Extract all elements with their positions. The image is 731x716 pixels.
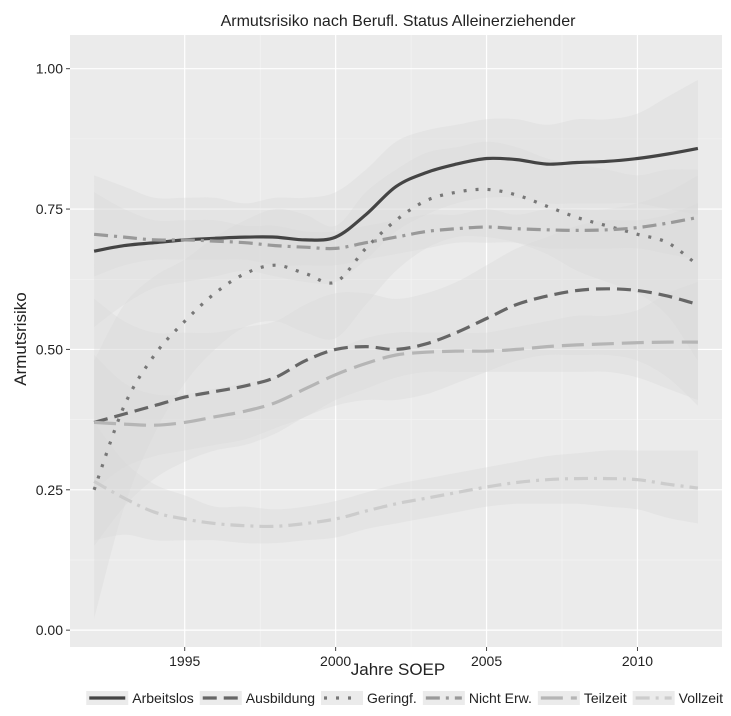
legend-key-geringf <box>321 691 364 705</box>
series-lines <box>92 146 699 529</box>
legend-label-nicht-erw: Nicht Erw. <box>469 690 532 706</box>
y-tick-label: 0.50 <box>36 341 63 357</box>
x-axis-title: Jahre SOEP <box>351 660 446 679</box>
ci-band-geringf <box>94 141 698 619</box>
legend-label-teilzeit: Teilzeit <box>584 690 627 706</box>
plot-panel <box>70 35 722 647</box>
y-tick-label: 0.75 <box>36 201 63 217</box>
x-axis-tick-labels: 1995 2000 2005 2010 <box>169 647 653 669</box>
legend-label-geringf: Geringf. <box>367 690 417 706</box>
legend-label-vollzeit: Vollzeit <box>679 690 723 706</box>
y-axis-tick-labels: 0.00 0.25 0.50 0.75 1.00 <box>36 61 70 638</box>
confidence-bands <box>94 79 698 619</box>
ci-band-nicht-erw <box>94 175 698 277</box>
legend-key-nicht-erw <box>422 691 465 705</box>
series-line-ausbildung <box>93 287 699 424</box>
series-line-vollzeit <box>93 476 699 529</box>
x-tick-label: 1995 <box>169 653 200 669</box>
legend-key-ausbildung <box>199 691 242 705</box>
ci-band-teilzeit <box>94 282 698 490</box>
y-tick-label: 0.25 <box>36 482 63 498</box>
chart-title: Armutsrisiko nach Berufl. Status Alleine… <box>221 13 577 30</box>
ci-band-ausbildung <box>94 203 698 546</box>
x-tick-label: 2005 <box>471 653 502 669</box>
ci-band-arbeitslos <box>94 79 698 328</box>
legend-label-ausbildung: Ausbildung <box>246 690 315 706</box>
series-line-nicht-erw <box>93 215 699 251</box>
legend-label-arbeitslos: Arbeitslos <box>132 690 193 706</box>
ci-band-vollzeit <box>94 422 698 544</box>
y-tick-label: 1.00 <box>36 61 63 77</box>
x-tick-label: 2010 <box>622 653 653 669</box>
legend-key-vollzeit <box>632 691 675 705</box>
grid <box>70 35 722 647</box>
series-line-teilzeit <box>94 340 698 427</box>
x-tick-label: 2000 <box>320 653 351 669</box>
y-tick-label: 0.00 <box>36 622 63 638</box>
legend: Arbeitslos Ausbildung Geringf. Nicht Erw. Te… <box>86 690 723 706</box>
y-axis-title: Armutsrisiko <box>11 292 30 386</box>
